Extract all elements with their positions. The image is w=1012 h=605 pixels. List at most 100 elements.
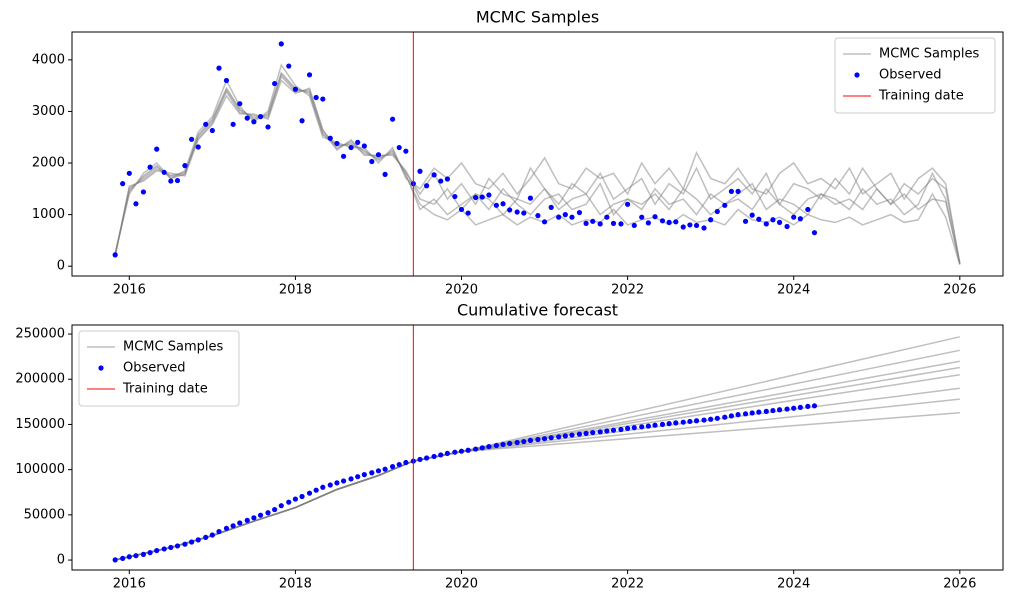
plot-area xyxy=(112,32,961,276)
observed-point xyxy=(452,193,458,200)
observed-point xyxy=(230,523,236,529)
observed-point xyxy=(161,546,167,552)
sample-line xyxy=(115,373,960,561)
observed-point xyxy=(770,217,776,223)
legend-label: MCMC Samples xyxy=(123,340,223,355)
legend-label: Training date xyxy=(878,89,964,104)
chart-title: MCMC Samples xyxy=(476,8,599,27)
axes-frame xyxy=(71,31,1004,277)
observed-point xyxy=(714,415,720,421)
observed-point xyxy=(348,476,354,482)
observed-point xyxy=(195,537,201,543)
observed-point xyxy=(742,218,749,224)
sample-line xyxy=(115,336,960,561)
observed-point xyxy=(666,421,672,427)
observed-point xyxy=(147,164,153,170)
legend-symbol xyxy=(854,72,860,78)
observed-point xyxy=(645,220,651,226)
observed-point xyxy=(784,223,790,230)
observed-point xyxy=(154,547,160,554)
observed-point xyxy=(659,218,666,224)
observed-point xyxy=(361,472,367,478)
observed-point xyxy=(680,224,686,230)
observed-point xyxy=(355,474,361,480)
observed-point xyxy=(693,222,700,229)
legend: MCMC Samples Observed Training date xyxy=(78,330,240,407)
observed-point xyxy=(631,425,637,431)
observed-point xyxy=(473,194,479,201)
observed-point xyxy=(527,195,534,201)
observed-point xyxy=(687,418,693,425)
observed-point xyxy=(320,96,326,102)
observed-point xyxy=(244,115,250,121)
observed-point xyxy=(776,219,783,225)
observed-point xyxy=(272,506,278,513)
observed-point xyxy=(576,431,583,437)
observed-point xyxy=(728,188,735,194)
observed-point xyxy=(735,188,741,194)
observed-point xyxy=(797,216,803,222)
observed-point xyxy=(216,528,222,535)
observed-point xyxy=(182,163,188,169)
observed-point xyxy=(174,177,181,184)
observed-point xyxy=(514,209,520,215)
y-tick-label: 250000 xyxy=(15,327,65,342)
subplot: Cumulative forecast 2016 2018 2020 2022 2024 2… xyxy=(15,301,1004,592)
observed-point xyxy=(590,429,596,436)
observed-point xyxy=(659,421,666,428)
observed-point xyxy=(756,409,762,415)
observed-point xyxy=(438,452,444,458)
x-tick-label: 2016 xyxy=(113,577,146,592)
sample-line xyxy=(115,366,960,561)
observed-point xyxy=(417,168,423,174)
sample-line xyxy=(115,360,960,561)
observed-point xyxy=(583,220,589,226)
observed-point xyxy=(306,490,313,496)
observed-point xyxy=(382,466,388,472)
observed-point xyxy=(431,453,437,460)
observed-point xyxy=(154,146,160,152)
observed-point xyxy=(776,407,783,413)
sample-line xyxy=(114,63,961,264)
observed-point xyxy=(749,212,755,218)
observed-point xyxy=(188,539,195,545)
observed-point xyxy=(237,520,243,526)
observed-point xyxy=(120,555,126,562)
observed-point xyxy=(590,218,596,224)
observed-point xyxy=(735,412,741,418)
legend: MCMC Samples Observed Training date xyxy=(834,37,996,114)
x-tick-label: 2020 xyxy=(445,577,478,592)
observed-point xyxy=(514,439,520,446)
observed-point xyxy=(742,411,749,417)
observed-point xyxy=(444,176,450,182)
observed-point xyxy=(223,77,230,84)
y-tick-label: 2000 xyxy=(32,156,65,171)
observed-point xyxy=(784,406,790,412)
y-tick-label: 4000 xyxy=(32,52,65,67)
legend-box xyxy=(78,330,240,407)
observed-point xyxy=(507,440,513,447)
observed-point xyxy=(355,139,361,145)
observed-point xyxy=(708,217,714,223)
legend-label: Observed xyxy=(123,361,186,376)
observed-point xyxy=(334,480,340,486)
observed-point xyxy=(535,436,541,443)
observed-point xyxy=(292,86,299,92)
observed-point xyxy=(452,449,458,455)
observed-point xyxy=(610,220,617,226)
observed-point xyxy=(340,478,347,484)
x-tick-label: 2022 xyxy=(611,577,644,592)
observed-point xyxy=(693,418,700,424)
observed-point xyxy=(424,455,430,461)
x-tick-label: 2026 xyxy=(943,577,976,592)
observed-point xyxy=(216,65,222,71)
y-tick-label: 3000 xyxy=(32,104,65,119)
observed-point xyxy=(805,403,811,409)
observed-point xyxy=(299,118,305,124)
observed-point xyxy=(257,512,264,518)
observed-point xyxy=(625,425,631,431)
observed-point xyxy=(811,230,818,236)
observed-point xyxy=(756,216,762,222)
observed-point xyxy=(133,553,139,559)
observed-point xyxy=(556,214,562,220)
